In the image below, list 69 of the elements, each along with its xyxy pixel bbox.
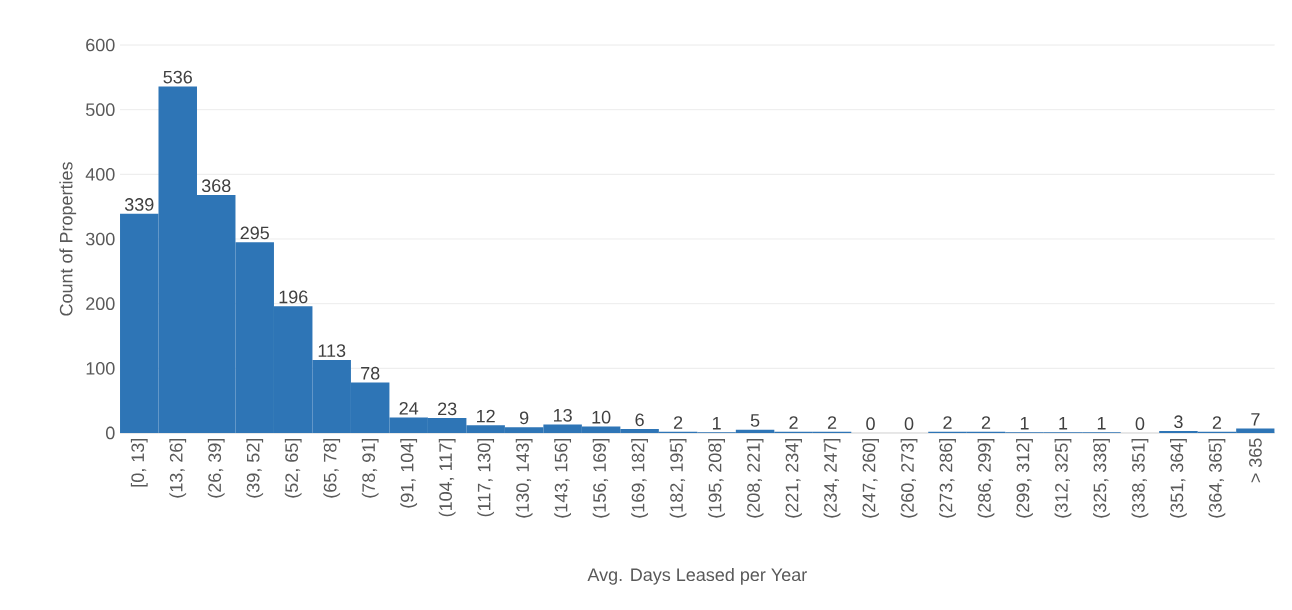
data-label: 3 — [1174, 415, 1183, 429]
x-tick-label: > 365 — [1249, 438, 1262, 483]
x-tick-label: (273, 286] — [939, 439, 956, 518]
x-tick-label: [0, 13] — [130, 439, 148, 487]
data-label: 2 — [673, 416, 683, 429]
x-tick-label: (208, 221] — [746, 439, 764, 518]
data-label: 1 — [1059, 417, 1068, 430]
data-label: 13 — [554, 408, 572, 422]
y-tick-label: 500 — [85, 103, 115, 117]
x-tick-label: (130, 143] — [515, 439, 533, 518]
data-label: 24 — [399, 401, 419, 415]
data-label: 0 — [1135, 417, 1145, 431]
data-label: 0 — [904, 417, 914, 431]
x-tick-label: (364, 365] — [1208, 439, 1226, 518]
y-tick-label: 100 — [86, 361, 115, 375]
x-axis-title: Avg. Days Leased per Year — [587, 567, 807, 585]
x-tick-label: (78, 91] — [361, 439, 379, 498]
x-tick-label: (299, 312] — [1016, 439, 1033, 518]
x-tick-label: (221, 234] — [785, 439, 802, 518]
data-label: 339 — [124, 198, 154, 211]
data-label: 536 — [163, 70, 192, 84]
x-tick-label: (234, 247] — [823, 439, 841, 518]
data-label: 0 — [866, 417, 875, 431]
data-label: 10 — [592, 410, 611, 424]
data-label: 23 — [438, 402, 457, 416]
data-label: 78 — [361, 366, 380, 380]
data-label: 1 — [712, 417, 721, 430]
x-tick-label: (117, 130] — [477, 439, 495, 517]
x-tick-label: (39, 52] — [246, 439, 264, 498]
data-label: 9 — [519, 411, 529, 425]
x-tick-label: (247, 260] — [862, 439, 879, 518]
x-tick-label: (195, 208] — [708, 439, 725, 518]
x-tick-label: (65, 78] — [323, 439, 341, 498]
data-label: 6 — [635, 413, 644, 427]
x-tick-label: (156, 169] — [592, 439, 610, 518]
x-tick-label: (351, 364] — [1170, 439, 1187, 518]
x-tick-label: (104, 117] — [438, 438, 456, 517]
data-label: 2 — [1212, 416, 1222, 429]
data-label: 2 — [981, 416, 991, 429]
x-tick-label: (26, 39] — [207, 439, 225, 498]
data-label: 295 — [240, 226, 269, 240]
data-label: 7 — [1251, 413, 1260, 426]
x-tick-label: (325, 338] — [1093, 439, 1110, 518]
data-label: 2 — [827, 416, 837, 429]
y-tick-label: 200 — [86, 297, 115, 311]
data-label: 2 — [943, 416, 952, 429]
x-tick-label: (260, 273] — [900, 439, 918, 518]
x-tick-label: (143, 156] — [554, 439, 572, 518]
x-tick-label: (52, 65] — [284, 439, 302, 498]
y-tick-label: 600 — [86, 38, 115, 52]
y-tick-label: 0 — [106, 426, 115, 440]
x-tick-label: (338, 351] — [1131, 439, 1149, 518]
x-tick-label: (312, 325] — [1054, 439, 1072, 518]
data-label: 2 — [789, 416, 798, 429]
data-label: 113 — [318, 344, 346, 357]
data-label: 1 — [1097, 417, 1106, 430]
x-tick-label: (169, 182] — [631, 439, 648, 518]
data-label: 368 — [201, 179, 231, 193]
x-tick-label: (91, 104] — [400, 439, 418, 508]
x-tick-label: (286, 299] — [977, 439, 995, 518]
y-axis-title: Count of Properties — [59, 162, 77, 316]
data-label: 196 — [279, 290, 308, 304]
data-label: 12 — [477, 409, 495, 423]
y-tick-label: 400 — [85, 167, 115, 181]
y-tick-label: 300 — [85, 232, 115, 246]
data-label: 5 — [750, 414, 760, 427]
x-tick-label: (182, 195] — [669, 439, 687, 518]
data-label: 1 — [1020, 417, 1029, 430]
x-tick-label: (13, 26] — [169, 439, 187, 498]
